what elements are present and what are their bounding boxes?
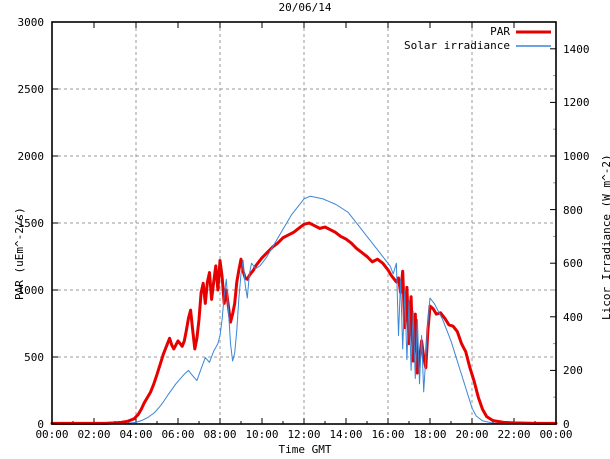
- x-tick-3: 06:00: [161, 428, 195, 441]
- y-tick-right-200: 200: [563, 364, 583, 378]
- y-tick-right-600: 600: [563, 257, 583, 271]
- x-tick-5: 10:00: [245, 428, 279, 441]
- y-tick-right-1200: 1200: [563, 96, 590, 110]
- x-tick-4: 08:00: [203, 428, 237, 441]
- y-tick-right-0: 0: [563, 418, 570, 431]
- chart-title: 20/06/14: [278, 1, 332, 14]
- y-axis-label-right: Licor Irradiance (W m^-2): [600, 154, 610, 320]
- x-tick-8: 16:00: [371, 428, 405, 441]
- data-series: [50, 195, 558, 425]
- y-tick-left-0: 0: [37, 418, 44, 431]
- y-tick-right-1000: 1000: [563, 150, 590, 163]
- legend-label-0: PAR: [490, 25, 510, 38]
- y-tick-left-500: 500: [24, 351, 44, 364]
- grid-lines: [52, 22, 556, 424]
- x-tick-9: 18:00: [413, 428, 447, 441]
- y-tick-left-2500: 2500: [17, 83, 45, 96]
- legend: [516, 30, 551, 47]
- x-tick-2: 04:00: [119, 428, 153, 441]
- x-tick-7: 14:00: [329, 428, 363, 441]
- series-line-solar: [51, 195, 557, 425]
- y-tick-left-1000: 1000: [17, 284, 45, 297]
- y-tick-right-400: 400: [563, 310, 583, 324]
- y-tick-left-1500: 1500: [17, 217, 45, 230]
- x-tick-1: 02:00: [77, 428, 111, 441]
- y-tick-right-1400: 1400: [563, 42, 590, 56]
- x-tick-6: 12:00: [287, 428, 321, 441]
- y-tick-left-3000: 3000: [17, 16, 45, 29]
- x-tick-0: 00:00: [35, 428, 69, 441]
- x-tick-12: 00:00: [539, 428, 573, 441]
- x-tick-11: 22:00: [497, 428, 531, 441]
- plot-frame: [51, 21, 557, 425]
- y-tick-right-800: 800: [563, 203, 583, 217]
- y-tick-left-2000: 2000: [17, 150, 45, 163]
- x-axis-label: Time GMT: [278, 443, 332, 456]
- x-tick-10: 20:00: [455, 428, 489, 441]
- legend-label-1: Solar irradiance: [404, 39, 510, 52]
